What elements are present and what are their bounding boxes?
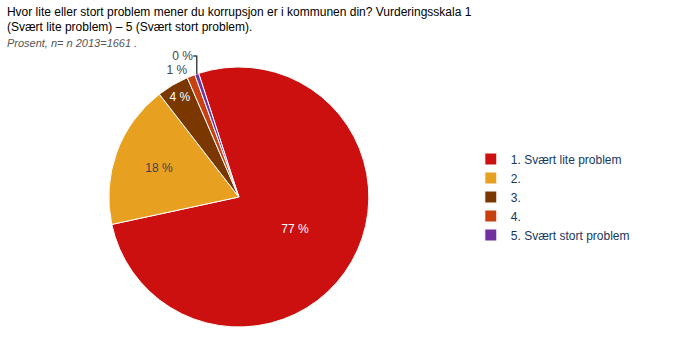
svg-text:18 %: 18 %: [145, 161, 173, 175]
svg-text:5. Svært stort problem: 5. Svært stort problem: [511, 229, 630, 243]
svg-text:77 %: 77 %: [281, 222, 309, 236]
svg-text:0 %: 0 %: [172, 49, 193, 63]
svg-text:4.: 4.: [511, 210, 521, 224]
svg-text:1 %: 1 %: [167, 63, 188, 77]
svg-text:4 %: 4 %: [170, 90, 191, 104]
svg-text:3.: 3.: [511, 191, 521, 205]
svg-text:1. Svært lite problem: 1. Svært lite problem: [511, 153, 622, 167]
svg-text:Hvor lite eller stort problem: Hvor lite eller stort problem mener du k…: [7, 5, 472, 49]
svg-text:2.: 2.: [511, 172, 521, 186]
